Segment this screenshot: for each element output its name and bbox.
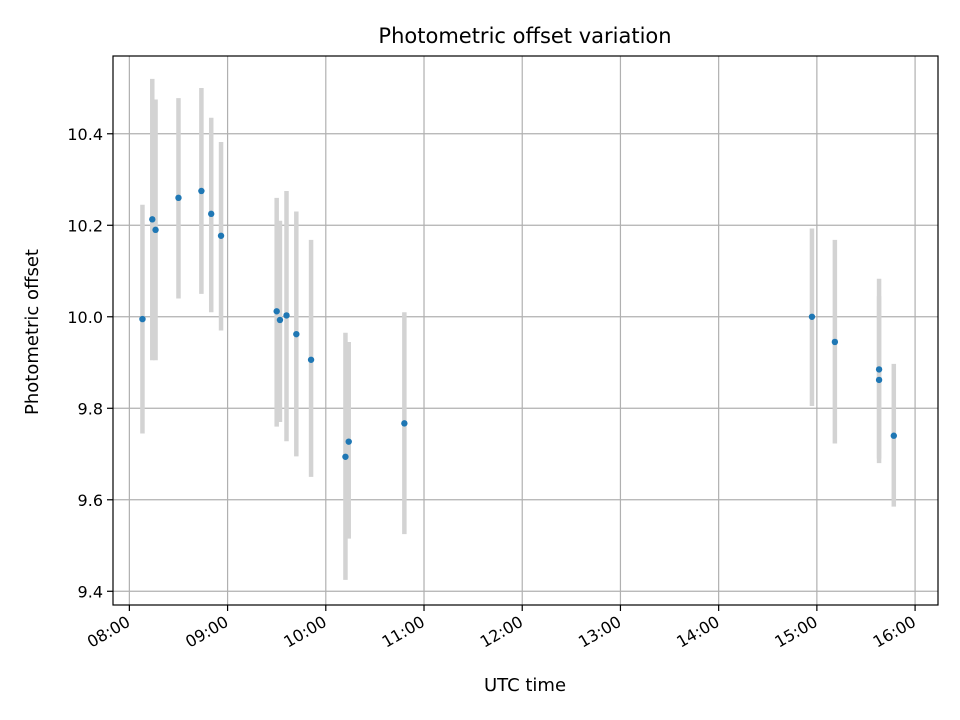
y-tick-label: 9.4 <box>78 582 103 601</box>
data-point <box>283 312 290 319</box>
data-point <box>139 315 146 323</box>
chart-title: Photometric offset variation <box>378 24 671 48</box>
y-tick-label: 10.0 <box>67 308 103 327</box>
y-tick-label: 9.8 <box>78 399 103 418</box>
data-point <box>273 308 280 315</box>
data-point <box>808 313 816 320</box>
data-point <box>890 432 898 439</box>
y-axis-ticks: 9.4 9.6 9.8 10.0 10.2 10.4 <box>67 125 113 601</box>
y-tick-label: 10.4 <box>67 125 103 144</box>
data-point <box>276 316 284 324</box>
data-point <box>831 338 839 346</box>
plot-frame <box>112 55 939 606</box>
data-point <box>401 420 408 427</box>
data-point <box>293 330 300 338</box>
data-point <box>208 210 215 218</box>
data-point <box>307 356 315 363</box>
data-point <box>875 376 883 384</box>
x-axis-label: UTC time <box>484 675 566 696</box>
data-point <box>875 366 883 373</box>
y-axis-label: Photometric offset <box>22 249 43 415</box>
y-tick-label: 9.6 <box>78 491 103 510</box>
data-point <box>345 438 352 445</box>
y-tick-label: 10.2 <box>67 216 103 235</box>
data-points <box>139 187 898 460</box>
data-point <box>149 216 156 223</box>
data-point <box>152 226 159 234</box>
data-point <box>342 453 349 460</box>
data-point <box>175 194 182 202</box>
data-point <box>217 232 225 239</box>
grid <box>113 56 938 605</box>
data-point <box>198 187 205 195</box>
